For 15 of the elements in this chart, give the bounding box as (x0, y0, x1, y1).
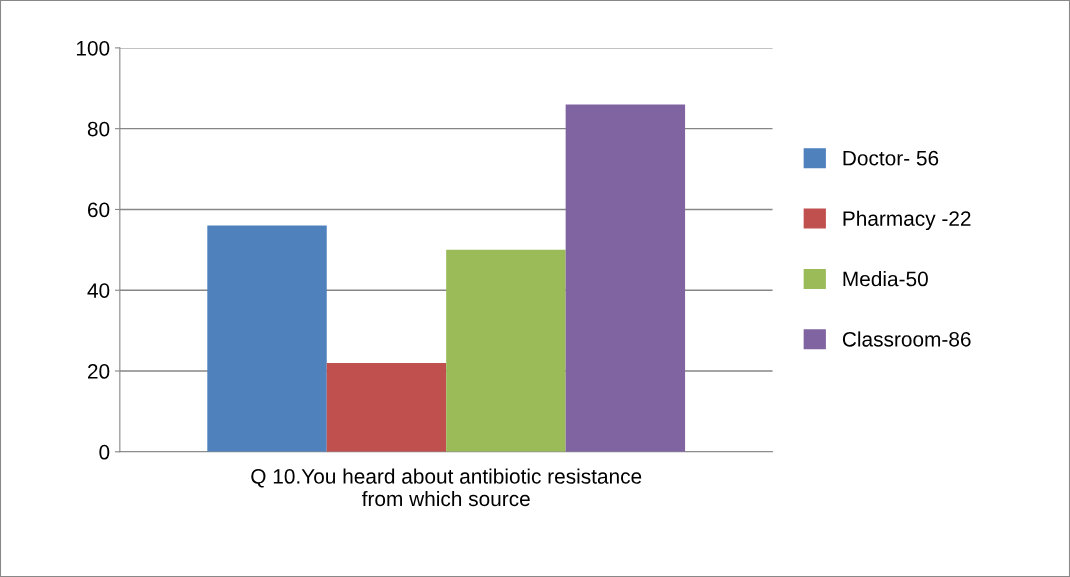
bar (207, 225, 327, 452)
y-tick-label: 80 (87, 121, 110, 137)
y-tick-label: 40 (87, 283, 110, 298)
legend-label: Media-50 (843, 270, 928, 287)
legend-label: Pharmacy -22 (843, 210, 971, 231)
x-tick-label: Q 10.You heard about antibiotic resistance from which source (251, 468, 642, 507)
legend-label: Doctor- 56 (843, 150, 939, 166)
y-tick-label: 60 (88, 202, 110, 218)
y-tick-label: 20 (88, 364, 110, 379)
bar (565, 104, 686, 452)
bar (326, 362, 447, 452)
y-tick-label: 0 (99, 444, 110, 460)
y-tick-label: 100 (76, 40, 110, 56)
bar (446, 249, 566, 452)
legend-label: Classroom-86 (842, 331, 971, 347)
